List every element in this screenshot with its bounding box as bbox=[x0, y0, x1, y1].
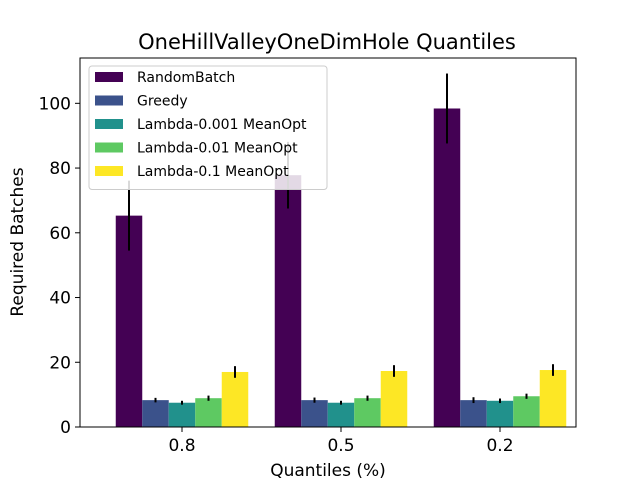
bar-greedy-0-8 bbox=[142, 400, 169, 427]
legend-label-lambda-0-01-meanopt: Lambda-0.01 MeanOpt bbox=[137, 141, 298, 157]
bar-lambda-0-01-meanopt-0-8 bbox=[195, 398, 222, 427]
y-tick-label-20: 20 bbox=[49, 353, 71, 373]
bar-lambda-0-01-meanopt-0-5 bbox=[354, 398, 381, 427]
bar-lambda-0-1-meanopt-0-5 bbox=[380, 371, 408, 427]
x-axis-label: Quantiles (%) bbox=[270, 461, 386, 480]
x-tick-label-0-8: 0.8 bbox=[168, 436, 195, 456]
x-tick-label-0-5: 0.5 bbox=[327, 436, 354, 456]
y-axis-label: Required Batches bbox=[8, 167, 28, 316]
bar-randombatch-0-5 bbox=[274, 175, 302, 427]
x-tick-label-0-2: 0.2 bbox=[486, 436, 513, 456]
legend-swatch-lambda-0-001-meanopt bbox=[95, 119, 123, 129]
legend-label-randombatch: RandomBatch bbox=[137, 70, 235, 86]
legend-label-lambda-0-1-meanopt: Lambda-0.1 MeanOpt bbox=[137, 164, 289, 180]
legend-swatch-randombatch bbox=[95, 72, 123, 82]
legend: RandomBatch Greedy Lambda-0.001 MeanOpt Lam… bbox=[88, 65, 328, 190]
x-axis: 0.8 0.5 0.2 bbox=[168, 427, 514, 456]
bar-randombatch-0-8 bbox=[115, 215, 143, 427]
bar-greedy-0-5 bbox=[301, 400, 328, 427]
legend-label-lambda-0-001-meanopt: Lambda-0.001 MeanOpt bbox=[137, 117, 307, 133]
bar-lambda-0-1-meanopt-0-8 bbox=[221, 371, 249, 427]
y-axis: 0 20 40 60 80 100 bbox=[39, 94, 80, 438]
legend-swatch-greedy bbox=[95, 95, 123, 106]
y-tick-label-40: 40 bbox=[49, 289, 71, 309]
legend-label-greedy: Greedy bbox=[137, 94, 188, 110]
bar-lambda-0-1-meanopt-0-2 bbox=[539, 370, 567, 427]
bar-lambda-0-001-meanopt-0-2 bbox=[486, 400, 514, 427]
bar-greedy-0-2 bbox=[460, 400, 487, 427]
legend-swatch-lambda-0-1-meanopt bbox=[95, 166, 123, 176]
legend-frame bbox=[88, 65, 328, 190]
bar-randombatch-0-2 bbox=[433, 108, 461, 427]
chart-title: OneHillValleyOneDimHole Quantiles bbox=[138, 30, 516, 54]
y-tick-label-0: 0 bbox=[60, 418, 71, 438]
legend-swatch-lambda-0-01-meanopt bbox=[95, 142, 123, 153]
bar-lambda-0-01-meanopt-0-2 bbox=[513, 396, 540, 427]
bar-lambda-0-001-meanopt-0-8 bbox=[168, 402, 196, 427]
plot-frame bbox=[79, 57, 577, 428]
y-tick-label-80: 80 bbox=[49, 159, 71, 179]
bar-lambda-0-001-meanopt-0-5 bbox=[327, 402, 355, 427]
bars-group bbox=[115, 108, 567, 427]
y-tick-label-100: 100 bbox=[39, 94, 71, 114]
y-tick-label-60: 60 bbox=[49, 224, 71, 244]
